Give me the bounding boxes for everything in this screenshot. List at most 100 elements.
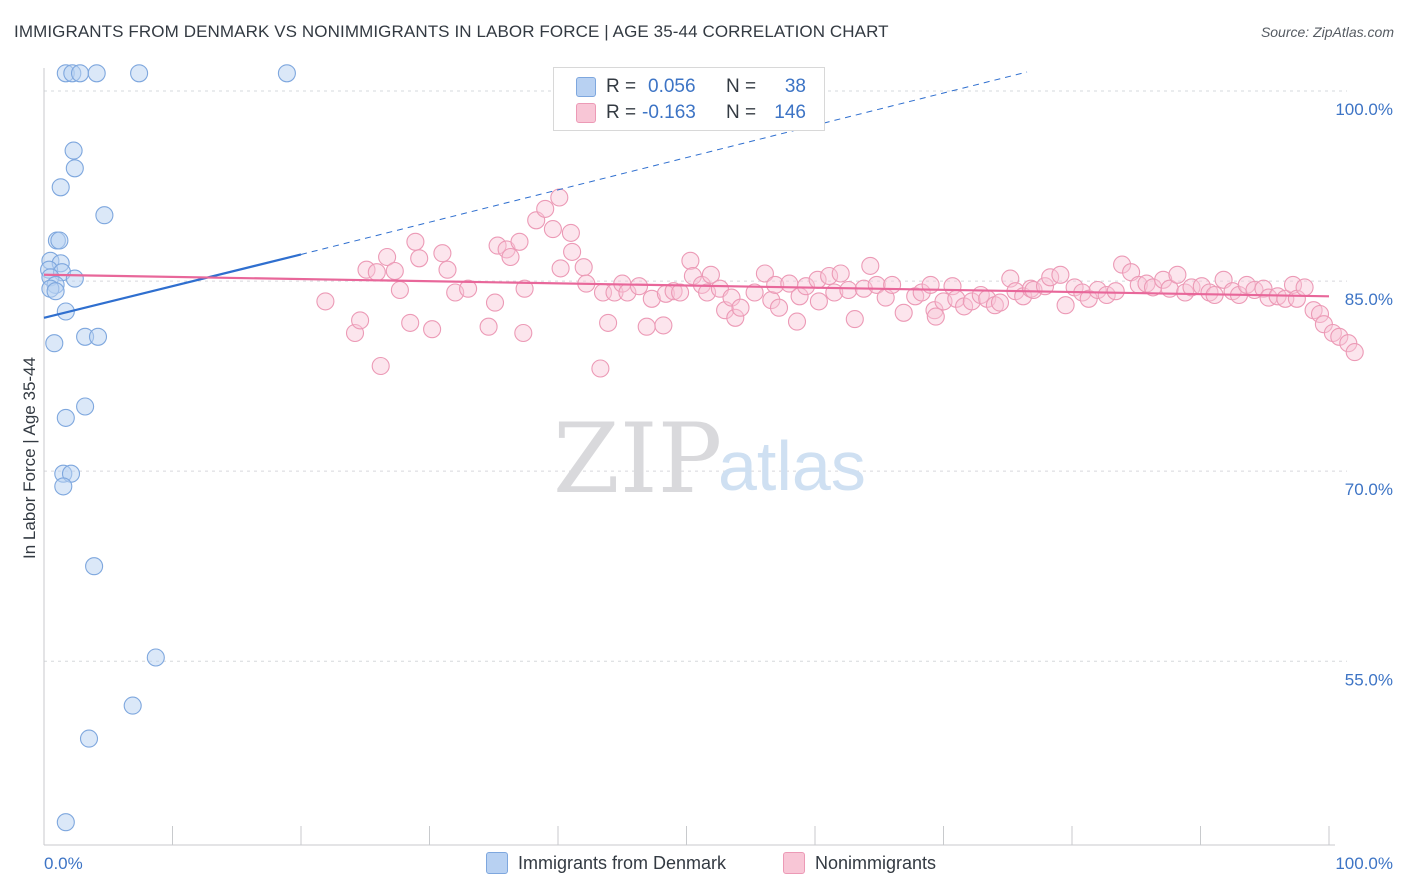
point-nonimmigrant	[990, 293, 1010, 312]
point-nonimmigrant	[515, 279, 534, 298]
point-denmark	[46, 282, 65, 301]
point-nonimmigrant	[591, 359, 610, 378]
point-nonimmigrant	[726, 308, 745, 327]
point-nonimmigrant	[637, 317, 656, 336]
point-nonimmigrant	[423, 320, 442, 339]
point-denmark	[50, 231, 69, 250]
point-nonimmigrant	[796, 277, 816, 296]
point-nonimmigrant	[1097, 285, 1116, 305]
point-nonimmigrant	[536, 199, 555, 218]
legend-n-label: N =	[726, 102, 757, 123]
point-denmark	[130, 64, 149, 83]
correlation-legend: R = 0.056 N = 38 R = -0.163 N = 146	[553, 67, 825, 131]
point-nonimmigrant	[755, 264, 774, 283]
point-nonimmigrant	[664, 282, 683, 301]
point-nonimmigrant	[351, 311, 370, 330]
legend-r-label: R =	[606, 102, 637, 123]
point-nonimmigrant	[1345, 343, 1364, 362]
legend-r-label: R =	[606, 76, 637, 97]
point-denmark	[45, 334, 64, 353]
point-nonimmigrant	[438, 260, 457, 279]
point-nonimmigrant	[926, 307, 945, 326]
x-tick-label-min: 0.0%	[44, 854, 83, 873]
point-nonimmigrant	[766, 275, 785, 294]
y-tick-labels: 55.0% 70.0% 85.0% 100.0%	[1335, 100, 1393, 689]
point-nonimmigrant	[561, 223, 580, 242]
point-nonimmigrant	[1339, 334, 1358, 353]
point-denmark	[146, 648, 165, 667]
point-nonimmigrant	[985, 296, 1004, 315]
trend-lines	[43, 71, 1330, 319]
point-denmark	[79, 729, 99, 748]
point-nonimmigrant	[378, 247, 397, 267]
point-nonimmigrant	[485, 293, 505, 312]
series-label-denmark: Immigrants from Denmark	[518, 852, 727, 873]
point-nonimmigrant	[962, 292, 981, 311]
point-nonimmigrant	[787, 312, 807, 331]
point-nonimmigrant	[551, 259, 570, 278]
y-tick-label: 100.0%	[1335, 100, 1393, 119]
point-denmark	[56, 813, 75, 832]
legend-n-value: 146	[774, 102, 806, 123]
point-nonimmigrant	[820, 266, 839, 286]
gridlines	[44, 90, 1347, 662]
data-points	[40, 64, 1364, 832]
point-nonimmigrant	[1200, 283, 1219, 302]
point-nonimmigrant	[357, 260, 376, 279]
point-nonimmigrant	[406, 232, 425, 251]
point-denmark	[88, 327, 108, 346]
point-denmark	[123, 696, 142, 715]
point-nonimmigrant	[501, 247, 520, 267]
point-nonimmigrant	[845, 310, 864, 329]
point-nonimmigrant	[1295, 278, 1314, 297]
legend-swatch-denmark	[576, 77, 596, 97]
y-axis-title: In Labor Force | Age 35-44	[20, 357, 39, 559]
legend-r-value: -0.163	[642, 102, 696, 123]
series-legend: Immigrants from Denmark Nonimmigrants	[0, 852, 1406, 878]
watermark-zip: ZIP	[553, 403, 722, 515]
point-nonimmigrant	[563, 242, 582, 261]
point-nonimmigrant	[367, 263, 386, 282]
point-nonimmigrant	[1283, 275, 1303, 294]
point-denmark	[51, 178, 70, 197]
point-nonimmigrant	[1088, 280, 1107, 300]
point-nonimmigrant	[861, 256, 880, 275]
series-legend-nonimmigrants: Nonimmigrants	[783, 852, 936, 874]
point-denmark	[76, 397, 95, 416]
series-label-nonimmigrants: Nonimmigrants	[815, 852, 937, 873]
point-nonimmigrant	[1051, 265, 1070, 284]
x-tick-label-max: 100.0%	[1335, 854, 1393, 873]
legend-n-label: N =	[726, 76, 757, 97]
point-nonimmigrant	[831, 264, 850, 283]
point-denmark	[85, 557, 104, 576]
legend-row-denmark: R = 0.056 N = 38	[576, 75, 806, 99]
source-label: Source: ZipAtlas.com	[1260, 24, 1394, 40]
point-nonimmigrant	[629, 277, 649, 296]
point-nonimmigrant	[701, 265, 720, 284]
y-tick-label: 70.0%	[1345, 480, 1393, 499]
point-denmark	[277, 64, 296, 83]
series-swatch-denmark	[486, 852, 508, 874]
y-tick-label: 85.0%	[1345, 290, 1393, 309]
legend-row-nonimmigrants: R = -0.163 N = 146	[576, 101, 806, 125]
trend-line-denmark	[43, 253, 302, 319]
point-nonimmigrant	[731, 298, 750, 317]
point-nonimmigrant	[809, 292, 828, 311]
watermark-atlas: atlas	[718, 427, 866, 505]
legend-n-value: 38	[784, 76, 806, 97]
point-nonimmigrant	[1024, 280, 1043, 300]
point-denmark	[65, 269, 84, 288]
point-nonimmigrant	[510, 232, 529, 251]
point-nonimmigrant	[762, 291, 781, 310]
point-nonimmigrant	[550, 188, 569, 207]
point-nonimmigrant	[1168, 265, 1187, 284]
point-nonimmigrant	[722, 288, 741, 307]
point-nonimmigrant	[681, 251, 700, 270]
watermark: ZIP atlas	[553, 403, 866, 515]
trend-line-denmark-extrapolated	[300, 71, 1028, 255]
point-nonimmigrant	[769, 298, 789, 317]
point-nonimmigrant	[401, 313, 420, 332]
point-nonimmigrant	[883, 275, 902, 294]
point-nonimmigrant	[642, 289, 661, 308]
point-nonimmigrant	[599, 313, 618, 332]
